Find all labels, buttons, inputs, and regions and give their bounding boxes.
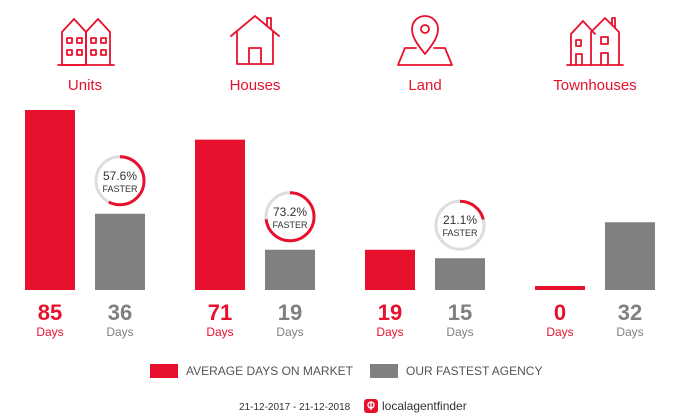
faster-badge-houses: 73.2%FASTER [264,191,316,243]
agency-value-units: 36 [108,300,132,325]
legend-label-market: AVERAGE DAYS ON MARKET [186,364,354,378]
days-unit-label: Days [206,325,233,339]
days-unit-label: Days [376,325,403,339]
category-icons [57,15,624,66]
category-label-land: Land [408,77,441,94]
house-icon [230,15,280,65]
market-bar-units [25,110,75,290]
category-labels: Units Houses Land Townhouses [68,77,637,94]
agency-bar-units [95,213,145,290]
brand-name: localagentfinder [382,399,467,413]
legend: AVERAGE DAYS ON MARKET OUR FASTEST AGENC… [150,364,542,378]
days-unit-label: Days [446,325,473,339]
faster-badge-land: 21.1%FASTER [434,199,486,251]
faster-badge-units: 57.6%FASTER [94,155,146,207]
bars [25,110,655,290]
agency-value-land: 15 [448,300,472,325]
days-unit-label: Days [546,325,573,339]
days-unit-label: Days [616,325,643,339]
land-pin-icon [397,15,453,66]
brand-logo-icon [364,399,378,413]
category-label-units: Units [68,77,102,94]
market-bar-land [365,249,415,290]
faster-percent: 57.6% [103,169,137,183]
date-range: 21-12-2017 - 21-12-2018 [239,402,351,413]
market-value-units: 85 [38,300,62,325]
faster-word: FASTER [102,184,138,194]
days-unit-label: Days [36,325,63,339]
faster-word: FASTER [442,228,478,238]
days-unit-label: Days [276,325,303,339]
faster-progress-ring [434,199,486,251]
agency-bar-houses [265,249,315,290]
faster-progress-ring [94,155,146,207]
faster-progress-ring [264,191,316,243]
agency-value-townhouses: 32 [618,300,642,325]
agency-value-houses: 19 [278,300,302,325]
agency-bar-land [435,258,485,290]
market-bar-townhouses [535,286,585,290]
townhouses-icon [566,17,624,66]
legend-swatch-agency [370,364,398,378]
faster-percent: 73.2% [273,205,307,219]
market-value-townhouses: 0 [554,300,566,325]
legend-swatch-market [150,364,178,378]
market-value-houses: 71 [208,300,232,325]
faster-word: FASTER [272,220,308,230]
footer: 21-12-2017 - 21-12-2018 localagentfinder [239,399,467,413]
faster-percent: 21.1% [443,213,477,227]
category-label-houses: Houses [230,77,281,94]
legend-label-agency: OUR FASTEST AGENCY [406,364,542,378]
category-label-townhouses: Townhouses [553,77,636,94]
days-unit-label: Days [106,325,133,339]
market-bar-houses [195,139,245,290]
value-labels: 85Days71Days19Days0Days36Days19Days15Day… [36,300,643,339]
agency-bar-townhouses [605,222,655,290]
market-value-land: 19 [378,300,402,325]
units-icon [57,18,115,66]
